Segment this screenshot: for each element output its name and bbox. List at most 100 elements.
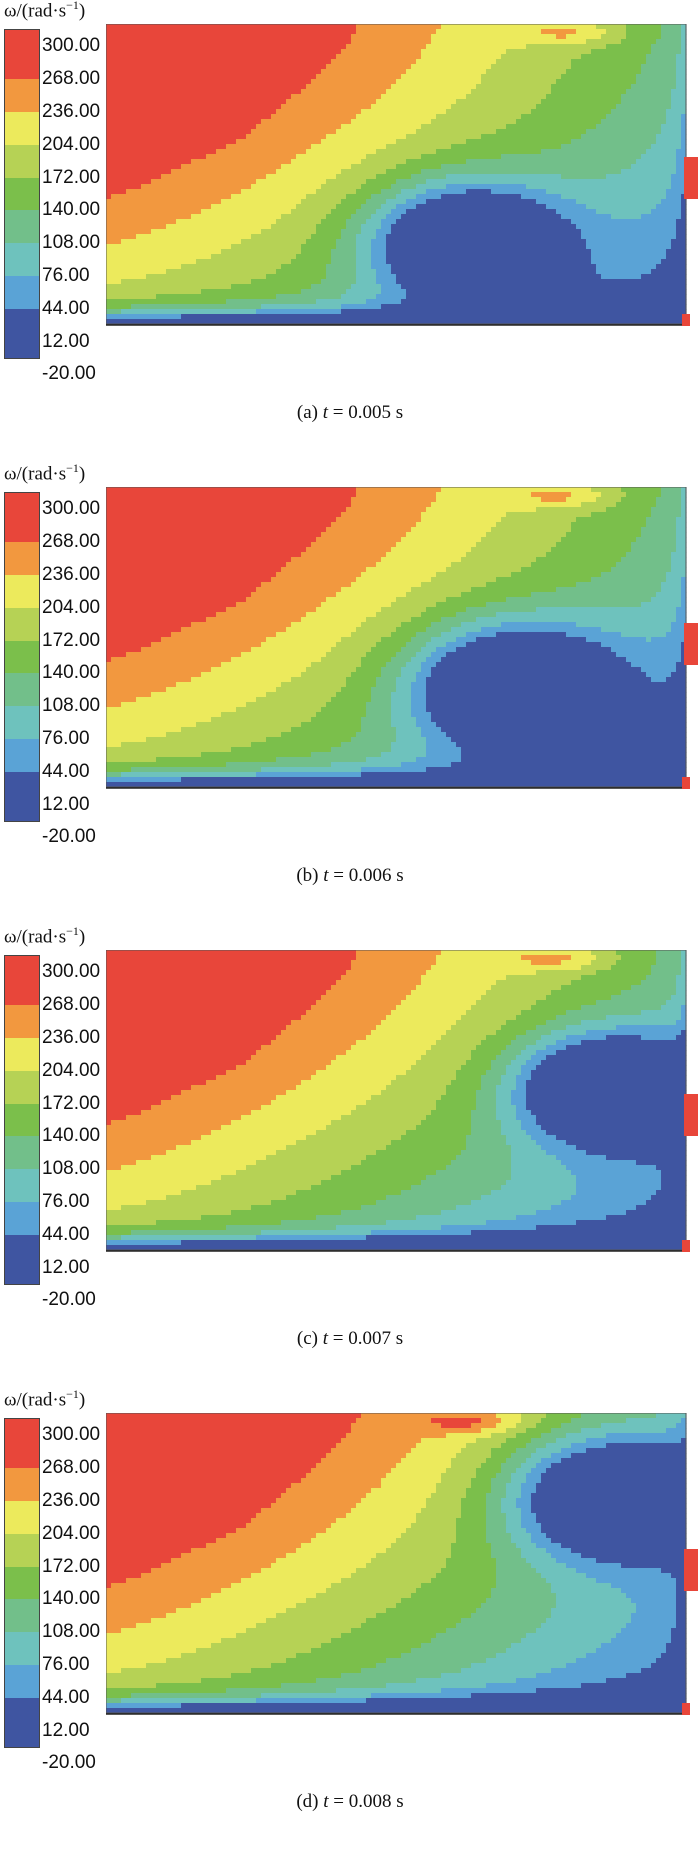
- contour-cell: [271, 224, 277, 230]
- contour-cell: [671, 119, 677, 125]
- contour-cell: [386, 129, 392, 135]
- contour-cell: [231, 109, 237, 115]
- contour-cell: [661, 144, 667, 150]
- contour-cell: [576, 119, 582, 125]
- contour-cell: [446, 104, 452, 110]
- contour-cell: [461, 164, 467, 170]
- contour-cell: [416, 174, 422, 180]
- contour-cell: [366, 224, 372, 230]
- contour-cell: [186, 119, 192, 125]
- contour-cell: [241, 179, 247, 185]
- contour-cell: [416, 99, 422, 105]
- contour-cell: [311, 104, 317, 110]
- contour-cell: [611, 199, 617, 205]
- contour-cell: [346, 119, 352, 125]
- contour-cell: [181, 209, 187, 215]
- colorbar: [4, 29, 40, 359]
- contour-cell: [406, 134, 412, 140]
- contour-cell: [256, 179, 262, 185]
- contour-cell: [656, 79, 662, 85]
- contour-cell: [546, 24, 552, 30]
- contour-cell: [176, 214, 182, 220]
- contour-cell: [186, 154, 192, 160]
- contour-cell: [131, 74, 137, 80]
- contour-cell: [216, 69, 222, 75]
- contour-cell: [471, 24, 477, 30]
- contour-cell: [271, 209, 277, 215]
- contour-cell: [391, 144, 397, 150]
- contour-cell: [426, 214, 432, 220]
- contour-cell: [221, 79, 227, 85]
- contour-cell: [281, 89, 287, 95]
- contour-cell: [201, 174, 207, 180]
- contour-cell: [456, 234, 462, 240]
- contour-cell: [656, 219, 662, 225]
- contour-cell: [241, 89, 247, 95]
- contour-cell: [296, 69, 302, 75]
- contour-cell: [186, 179, 192, 185]
- contour-cell: [661, 164, 667, 170]
- contour-cell: [641, 94, 647, 100]
- contour-cell: [306, 189, 312, 195]
- contour-cell: [156, 24, 162, 30]
- contour-cell: [496, 49, 502, 55]
- contour-cell: [606, 154, 612, 160]
- contour-cell: [541, 189, 547, 195]
- contour-cell: [121, 229, 127, 235]
- contour-cell: [271, 144, 277, 150]
- contour-cell: [181, 234, 187, 240]
- contour-cell: [271, 199, 277, 205]
- contour-cell: [236, 24, 242, 30]
- contour-cell: [311, 159, 317, 165]
- contour-cell: [416, 219, 422, 225]
- contour-cell: [411, 134, 417, 140]
- contour-cell: [301, 159, 307, 165]
- contour-cell: [681, 99, 687, 105]
- contour-cell: [596, 214, 602, 220]
- contour-cell: [511, 139, 517, 145]
- contour-cell: [156, 129, 162, 135]
- contour-cell: [396, 94, 402, 100]
- contour-cell: [171, 234, 177, 240]
- contour-cell: [486, 209, 492, 215]
- contour-cell: [266, 34, 272, 40]
- contour-cell: [201, 39, 207, 45]
- contour-cell: [526, 229, 532, 235]
- contour-cell: [556, 169, 562, 175]
- contour-cell: [601, 219, 607, 225]
- contour-cell: [376, 139, 382, 145]
- contour-cell: [676, 129, 682, 135]
- contour-cell: [666, 114, 672, 120]
- contour-cell: [666, 179, 672, 185]
- contour-cell: [411, 159, 417, 165]
- contour-cell: [586, 39, 592, 45]
- contour-cell: [156, 149, 162, 155]
- contour-cell: [121, 119, 127, 125]
- contour-cell: [566, 194, 572, 200]
- contour-cell: [116, 144, 122, 150]
- contour-cell: [431, 114, 437, 120]
- contour-cell: [256, 64, 262, 70]
- contour-cell: [456, 59, 462, 65]
- contour-cell: [281, 29, 287, 35]
- contour-cell: [336, 59, 342, 65]
- contour-cell: [171, 219, 177, 225]
- contour-cell: [471, 59, 477, 65]
- contour-cell: [541, 84, 547, 90]
- contour-cell: [326, 189, 332, 195]
- contour-cell: [296, 84, 302, 90]
- contour-cell: [521, 209, 527, 215]
- contour-cell: [126, 54, 132, 60]
- contour-cell: [626, 129, 632, 135]
- contour-cell: [571, 29, 577, 35]
- contour-cell: [681, 219, 687, 225]
- contour-cell: [651, 169, 657, 175]
- contour-cell: [536, 109, 542, 115]
- contour-cell: [506, 229, 512, 235]
- contour-cell: [336, 79, 342, 85]
- contour-cell: [661, 124, 667, 130]
- contour-cell: [506, 34, 512, 40]
- contour-cell: [651, 79, 657, 85]
- contour-cell: [236, 194, 242, 200]
- contour-cell: [576, 59, 582, 65]
